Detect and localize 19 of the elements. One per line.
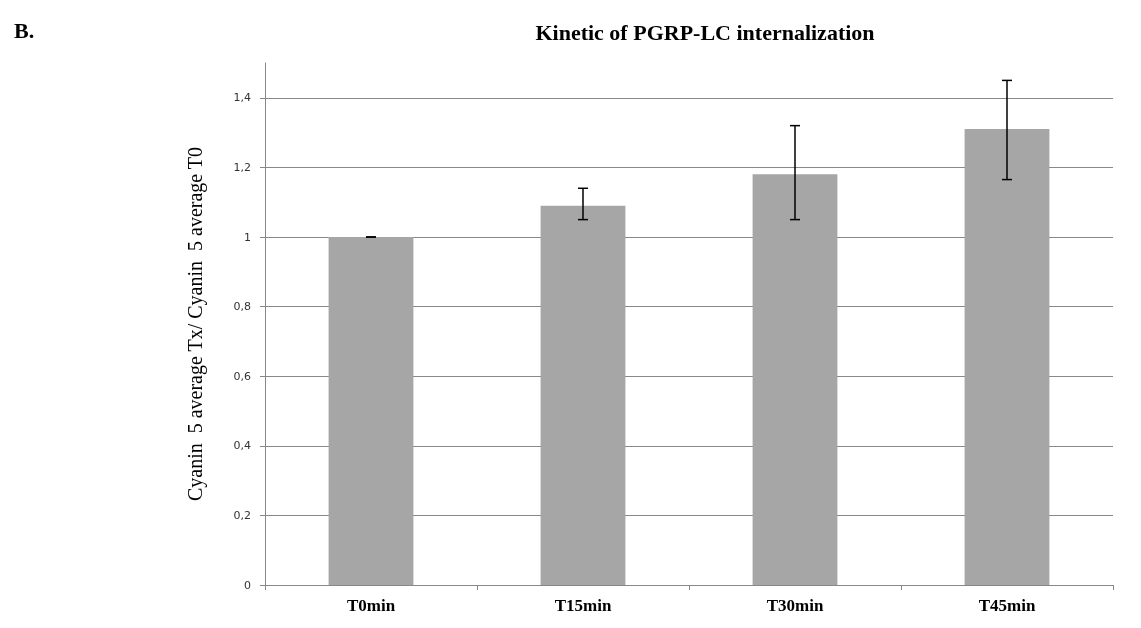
bar — [752, 174, 838, 585]
y-tick-label: 0,8 — [233, 300, 251, 314]
y-tick-label: 1,2 — [233, 160, 251, 174]
y-tick-label: 0 — [244, 578, 251, 592]
text: B. — [14, 18, 35, 44]
x-tick-label: T15min — [554, 596, 612, 615]
y-tick-label: 1,4 — [233, 91, 251, 105]
y-tick-label: 1 — [244, 230, 251, 244]
x-tick-label: T30min — [766, 596, 824, 615]
y-tick-label: 0,6 — [233, 369, 251, 383]
y-tick-label: 0,4 — [233, 439, 251, 453]
bar — [328, 237, 414, 585]
bar — [540, 205, 626, 585]
bar — [964, 129, 1050, 585]
x-tick-label: T45min — [978, 596, 1036, 615]
x-tick-label: T0min — [346, 596, 396, 615]
chart-title: Kinetic of PGRP-LC internalization — [535, 19, 875, 45]
y-tick-label: 0,2 — [233, 508, 251, 522]
y-axis-title: Cyanin 5 average Tx/ Cyanin 5 average T0 — [184, 146, 207, 502]
